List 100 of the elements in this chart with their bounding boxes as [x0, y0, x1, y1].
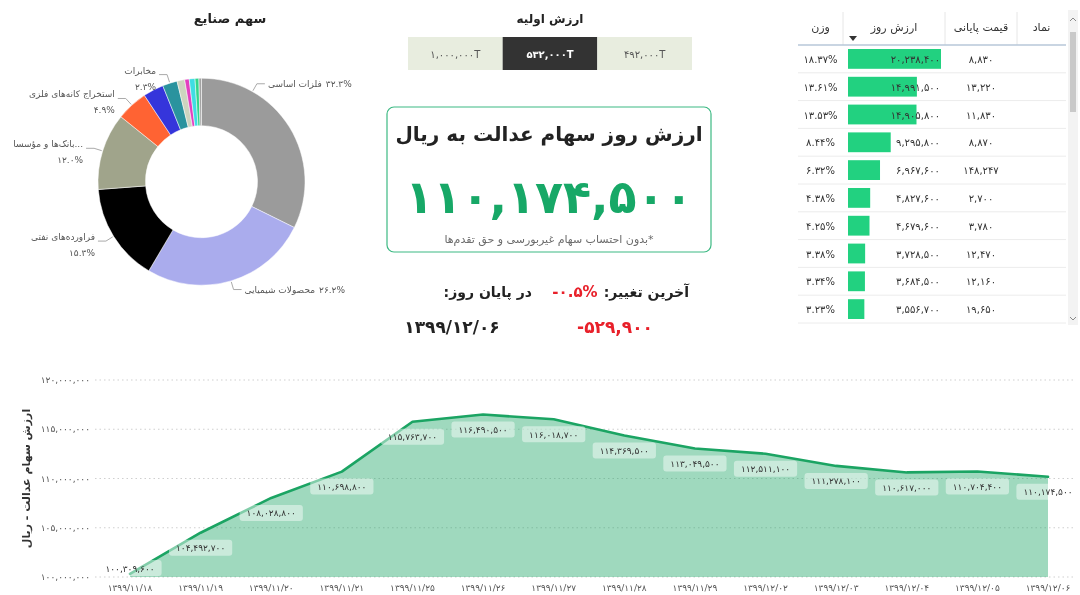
data-label: ۱۱۱,۲۷۸,۱۰۰	[811, 476, 861, 487]
data-label: ۴,۶۷۹,۶۰۰	[896, 220, 940, 232]
data-label: ۸.۴۴%	[806, 137, 835, 149]
data-label: ۳۲.۳%	[325, 78, 353, 89]
data-label: ۳,۵۵۶,۷۰۰	[896, 304, 940, 316]
data-label: ۳,۷۲۸,۵۰۰	[896, 248, 940, 260]
x-tick-label: ۱۳۹۹/۱۱/۲۹	[672, 583, 718, 593]
x-tick-label: ۱۳۹۹/۱۱/۲۷	[531, 583, 577, 593]
data-label: ۸,۸۷۰	[968, 137, 994, 149]
button: ۱,۰۰۰,۰۰۰T	[408, 37, 503, 70]
data-label: ۱۴۸,۲۴۷	[963, 165, 1000, 177]
x-tick-label: ۱۳۹۹/۱۱/۲۰	[248, 583, 294, 593]
data-label: ۴,۸۲۷,۶۰۰	[896, 192, 940, 204]
x-tick-label: ۱۳۹۹/۱۲/۰۶	[1025, 583, 1071, 593]
slice-label: فلزات اساسی	[267, 78, 322, 89]
slice-label: استخراج کانه‌های فلزی	[29, 89, 115, 100]
text: -۰.۵%	[552, 283, 598, 301]
data-label: ۱۱۶,۴۹۰,۵۰۰	[458, 425, 508, 436]
y-tick-label: ۱۲۰,۰۰۰,۰۰۰	[40, 375, 90, 385]
y-tick-label: ۱۰۵,۰۰۰,۰۰۰	[40, 522, 90, 533]
text: ارزش اولیه	[516, 12, 584, 27]
slice-label: بانک‌ها و مؤسسا...	[13, 139, 84, 150]
data-label: ۱۲,۴۷۰	[965, 248, 997, 260]
data-label: ۱۱۲,۵۱۱,۱۰۰	[740, 464, 791, 475]
data-label: ۱۲.۰%	[57, 155, 84, 166]
data-label: ۱۱۳,۰۴۹,۵۰۰	[670, 458, 720, 469]
data-label: ۲۰,۲۳۸,۴۰۰	[890, 53, 940, 65]
bar	[848, 299, 865, 319]
button: ۴۹۲,۰۰۰T	[597, 37, 692, 70]
bar	[848, 215, 870, 236]
x-tick-label: ۱۳۹۹/۱۲/۰۵	[955, 583, 1000, 593]
text: ۱۱۰,۱۷۴,۵۰۰	[405, 170, 693, 224]
data-label: ۱۹,۶۵۰	[965, 304, 997, 316]
data-label: ۱۳,۲۲۰	[965, 81, 997, 93]
x-tick-label: ۱۳۹۹/۱۱/۲۱	[319, 583, 365, 593]
data-label: ۱۰۸,۰۲۸,۸۰۰	[246, 508, 296, 519]
bar	[848, 49, 941, 69]
x-tick-label: ۱۳۹۹/۱۱/۱۸	[107, 583, 153, 593]
data-label: ۳,۶۸۴,۵۰۰	[896, 276, 940, 288]
text: قیمت پایانی	[953, 21, 1009, 34]
data-label: ۱۱,۸۳۰	[965, 109, 997, 121]
text: در پایان روز:	[443, 284, 532, 301]
x-axis-title: ارزش روز	[869, 21, 918, 34]
data-label: ۱۱۰,۶۱۷,۰۰۰	[882, 482, 932, 493]
bar	[848, 243, 866, 264]
x-tick-label: ۱۳۹۹/۱۱/۲۶	[460, 583, 506, 593]
bar	[848, 132, 891, 153]
slice-label: فراورده‌های نفتی	[31, 232, 95, 243]
x-tick-label: ۱۳۹۹/۱۱/۲۵	[390, 583, 435, 593]
data-label: ۳.۲۳%	[806, 304, 835, 316]
y-tick-label: ۱۰۰,۰۰۰,۰۰۰	[40, 572, 90, 582]
data-label: ۴.۳۸%	[806, 192, 835, 204]
data-label: ۴.۲۵%	[806, 220, 835, 232]
data-label: ۴.۹%	[93, 105, 116, 116]
data-label: ۱۱۵,۷۶۳,۷۰۰	[387, 432, 438, 443]
category-label: ۴۹۲,۰۰۰T	[623, 48, 667, 60]
data-label: ۱۰۴,۴۹۲,۷۰۰	[176, 543, 226, 554]
y-axis-title: نماد	[1032, 21, 1051, 34]
bar	[848, 271, 865, 292]
data-label: ۸,۸۳۰	[968, 53, 994, 65]
data-label: ۱۱۶,۰۱۸,۷۰۰	[529, 429, 579, 440]
data-label: ۶,۹۶۷,۶۰۰	[896, 165, 940, 177]
text: وزن	[811, 21, 830, 34]
text: آخرین تغییر:	[603, 283, 691, 301]
x-tick-label: ۱۳۹۹/۱۲/۰۴	[884, 583, 930, 593]
data-label: ۱۸.۳۷%	[803, 53, 838, 65]
category-label: ۵۳۲,۰۰۰T	[526, 48, 574, 60]
data-label: ۶.۳۲%	[806, 165, 835, 177]
data-label: ۱۱۰,۱۷۴,۵۰۰	[1023, 487, 1073, 498]
x-tick-label: ۱۳۹۹/۱۲/۰۳	[813, 583, 859, 593]
y-tick-label: ۱۱۰,۰۰۰,۰۰۰	[40, 473, 90, 484]
data-label: ۱۲,۱۶۰	[965, 276, 997, 288]
data-label: ۱۱۰,۶۹۸,۸۰۰	[317, 482, 367, 493]
chart-title: سهم صنایع	[193, 11, 267, 26]
x-tick-label: ۱۳۹۹/۱۱/۲۸	[601, 583, 647, 593]
y-axis-title: ارزش سهام عدالت - ریال	[20, 408, 33, 549]
slice-label: مخابرات	[124, 65, 157, 76]
text: ۱۳۹۹/۱۲/۰۶	[404, 317, 500, 337]
data-label: ۲.۳%	[134, 81, 157, 92]
text: *بدون احتساب سهام غیربورسی و حق تقدم‌ها	[444, 233, 655, 247]
data-label: ۳.۳۴%	[806, 276, 835, 288]
y-tick-label: ۱۱۵,۰۰۰,۰۰۰	[40, 424, 90, 435]
button: ۵۳۲,۰۰۰T	[502, 37, 598, 70]
data-label: ۱۱۰,۷۰۴,۴۰۰	[952, 482, 1002, 493]
x-tick-label: ۱۳۹۹/۱۲/۰۲	[743, 583, 789, 593]
data-label: ۹,۲۹۵,۸۰۰	[896, 137, 940, 149]
data-label: ۳.۳۸%	[806, 248, 835, 260]
data-label: ۱۵.۳%	[69, 248, 96, 259]
data-label: ۱۳.۵۳%	[803, 109, 838, 121]
data-label: ۲,۷۰۰	[968, 192, 994, 204]
data-label: ۳,۷۸۰	[968, 220, 994, 232]
bar	[848, 160, 881, 180]
text: -۵۲۹,۹۰۰	[577, 317, 653, 337]
bar	[848, 188, 871, 208]
x-tick-label: ۱۳۹۹/۱۱/۱۹	[178, 583, 224, 593]
data-label: ۱۱۴,۳۶۹,۵۰۰	[599, 445, 649, 456]
slice-label: محصولات شیمیایی	[244, 284, 316, 295]
data-label: ۱۳.۶۱%	[803, 81, 838, 93]
text: ارزش روز سهام عدالت به ریال	[395, 122, 703, 146]
category-label: ۱,۰۰۰,۰۰۰T	[430, 48, 482, 60]
